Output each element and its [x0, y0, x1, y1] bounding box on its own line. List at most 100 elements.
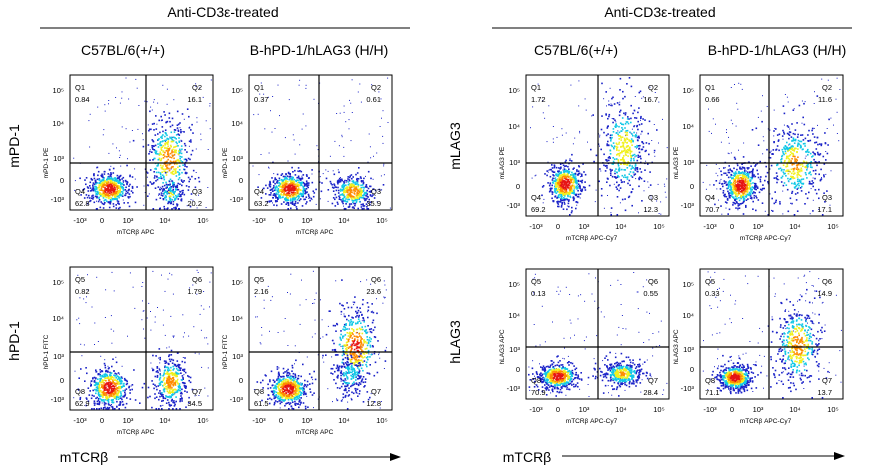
- event-dot: [640, 133, 642, 135]
- event-dot: [574, 179, 576, 182]
- event-dot: [289, 377, 292, 380]
- event-dot: [128, 385, 131, 388]
- event-dot: [116, 186, 118, 188]
- event-dot: [347, 335, 350, 337]
- event-dot: [102, 396, 104, 398]
- event-dot: [101, 402, 103, 404]
- event-dot: [176, 124, 179, 126]
- event-dot: [282, 393, 285, 396]
- event-dot: [382, 302, 384, 304]
- event-dot: [343, 155, 345, 157]
- event-dot: [169, 152, 172, 155]
- event-dot: [635, 178, 637, 180]
- event-dot: [351, 391, 353, 394]
- event-dot: [361, 303, 364, 306]
- event-dot: [105, 370, 107, 373]
- event-dot: [111, 399, 114, 402]
- event-dot: [344, 373, 347, 375]
- event-dot: [173, 131, 176, 133]
- event-dot: [357, 332, 358, 334]
- event-dot: [294, 188, 296, 190]
- event-dot: [341, 188, 344, 191]
- event-dot: [164, 366, 167, 368]
- event-dot: [169, 396, 171, 399]
- event-dot: [153, 145, 155, 147]
- event-dot: [275, 193, 277, 196]
- event-dot: [346, 376, 348, 378]
- event-dot: [153, 177, 156, 179]
- event-dot: [166, 147, 168, 149]
- event-dot: [301, 128, 303, 130]
- event-dot: [165, 381, 168, 384]
- event-dot: [196, 121, 198, 123]
- event-dot: [155, 115, 157, 117]
- x-axis-label: mTCRβ APC: [117, 429, 155, 436]
- event-dot: [125, 402, 128, 405]
- event-dot: [170, 388, 172, 391]
- event-dot: [349, 360, 352, 362]
- event-dot: [168, 408, 170, 410]
- event-dot: [107, 408, 109, 410]
- event-dot: [169, 392, 171, 394]
- event-dot: [172, 384, 174, 386]
- event-dot: [341, 361, 343, 364]
- event-dot: [110, 315, 112, 317]
- event-dot: [278, 197, 280, 199]
- event-dot: [93, 408, 95, 410]
- event-dot: [344, 200, 347, 202]
- event-dot: [340, 177, 341, 179]
- event-dot: [166, 137, 168, 140]
- event-dot: [161, 185, 164, 188]
- event-dot: [297, 390, 300, 392]
- event-dot: [344, 362, 347, 364]
- y-tick-label: -10³: [51, 195, 65, 204]
- event-dot: [142, 145, 145, 148]
- event-dot: [261, 334, 263, 336]
- event-dot: [282, 372, 285, 374]
- event-dot: [179, 157, 181, 160]
- event-dot: [148, 302, 150, 304]
- event-dot: [124, 394, 126, 397]
- event-dot: [360, 281, 362, 283]
- event-dot: [174, 391, 176, 394]
- event-dot: [366, 391, 369, 393]
- event-dot: [347, 183, 350, 186]
- event-dot: [350, 362, 352, 365]
- event-dot: [341, 279, 343, 281]
- event-dot: [305, 299, 307, 301]
- event-dot: [292, 198, 295, 200]
- event-dot: [279, 383, 281, 386]
- event-dot: [546, 141, 548, 143]
- x-axis-label: mTCRβ APC: [296, 229, 334, 236]
- event-dot: [175, 168, 177, 170]
- event-dot: [544, 173, 546, 175]
- event-dot: [541, 186, 544, 188]
- event-dot: [603, 207, 605, 209]
- event-dot: [337, 374, 339, 377]
- event-dot: [99, 371, 102, 373]
- event-dot: [291, 397, 293, 399]
- y-tick-label: 10⁵: [53, 86, 64, 95]
- event-dot: [356, 196, 358, 199]
- event-dot: [356, 178, 358, 181]
- event-dot: [142, 282, 144, 283]
- event-dot: [166, 371, 168, 373]
- event-dot: [143, 204, 145, 206]
- event-dot: [168, 169, 171, 172]
- event-dot: [288, 403, 291, 406]
- event-dot: [179, 190, 181, 193]
- event-dot: [280, 189, 282, 191]
- event-dot: [207, 343, 209, 345]
- event-dot: [181, 180, 183, 182]
- event-dot: [117, 389, 119, 392]
- event-dot: [180, 195, 182, 198]
- event-dot: [288, 383, 291, 385]
- event-dot: [111, 365, 113, 368]
- event-dot: [546, 170, 548, 172]
- event-dot: [91, 179, 94, 181]
- event-dot: [124, 389, 126, 392]
- event-dot: [343, 205, 344, 207]
- event-dot: [641, 97, 643, 99]
- event-dot: [357, 336, 359, 338]
- event-dot: [348, 188, 351, 191]
